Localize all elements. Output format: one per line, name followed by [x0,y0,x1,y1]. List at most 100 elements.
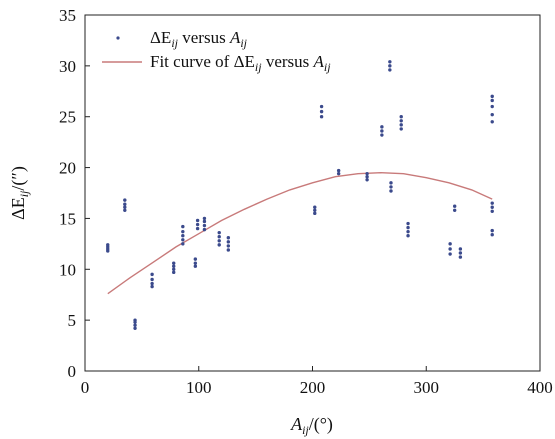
x-tick-label: 300 [414,378,440,397]
y-tick-label: 35 [59,6,76,25]
data-point [389,185,393,189]
data-point [202,227,207,232]
fit-curve-layer [107,171,493,295]
y-tick-label: 30 [59,57,76,76]
data-point [458,247,463,251]
data-point [399,123,403,127]
data-point [448,242,452,246]
data-point [123,202,127,206]
data-point [202,216,207,221]
data-point [490,201,494,205]
data-point [123,198,127,202]
data-point [133,326,137,330]
data-point [313,208,317,212]
data-point [336,171,341,176]
data-point [319,104,324,109]
data-point [365,175,369,179]
legend: ΔEij versus Aij Fit curve of ΔEij versus… [102,28,331,74]
x-tick-label: 200 [300,378,326,397]
data-point [389,189,393,193]
data-point [380,133,384,137]
y-tick-label: 10 [59,260,76,279]
data-point [226,240,231,244]
data-point [399,127,403,131]
data-point [181,238,185,242]
y-axis-title: ΔEij/(″) [8,166,31,220]
data-point [490,104,494,109]
data-point [150,281,154,286]
data-point [490,205,494,209]
data-point [406,225,410,230]
x-tick-label: 400 [527,378,553,397]
data-point [380,125,384,129]
x-axis-ticks: 0 100 200 300 400 [81,366,553,397]
data-point [172,261,176,265]
legend-marker-scatter [116,36,120,40]
data-point [388,68,392,72]
y-tick-label: 25 [59,108,76,127]
data-point [217,230,221,235]
data-point [217,239,221,243]
data-point [181,224,185,229]
data-point [490,94,494,99]
data-point [202,219,207,224]
data-point [490,228,494,233]
data-point [193,261,198,265]
x-tick-label: 0 [81,378,90,397]
data-point [448,247,452,251]
scatter-points-layer [106,60,494,330]
data-point [399,119,403,123]
data-point [195,218,200,223]
data-point [490,120,494,124]
data-point [458,251,463,255]
data-point [365,171,369,176]
x-axis-title: Aij/(°) [290,414,333,437]
data-point [181,229,185,234]
x-tick-label: 100 [186,378,212,397]
data-point [195,226,200,231]
data-point [193,264,198,268]
data-point [217,235,221,239]
data-point [226,248,231,252]
data-point [133,323,137,327]
data-point [490,209,494,214]
data-point [150,284,154,289]
data-point [195,222,200,227]
data-point [365,178,369,182]
data-point [106,243,110,247]
data-point [458,255,463,259]
data-point [490,112,494,117]
data-point [452,204,457,208]
data-point [150,272,154,277]
data-point [313,211,317,216]
y-tick-label: 15 [59,209,76,228]
data-point [217,243,221,247]
data-point [490,233,494,237]
data-point [380,129,384,133]
data-point [490,98,494,103]
legend-label-scatter: ΔEij versus Aij [150,28,248,50]
data-point [172,264,176,268]
fit-curve-line [107,171,493,295]
data-point [406,234,410,238]
data-point [406,221,410,226]
data-point [226,244,231,248]
data-point [202,223,207,228]
legend-label-fit: Fit curve of ΔEij versus Aij [150,52,331,74]
data-point [172,270,176,275]
data-point [226,236,231,240]
data-point [181,234,185,238]
data-point [399,115,403,119]
data-point [193,257,198,261]
data-point [123,208,127,212]
data-point [448,252,452,256]
data-point [336,168,341,173]
data-point [389,181,393,185]
data-point [123,205,127,209]
y-tick-label: 5 [68,311,77,330]
data-point [319,115,324,119]
data-point [313,205,317,209]
data-point [319,109,324,114]
data-point [388,64,392,68]
